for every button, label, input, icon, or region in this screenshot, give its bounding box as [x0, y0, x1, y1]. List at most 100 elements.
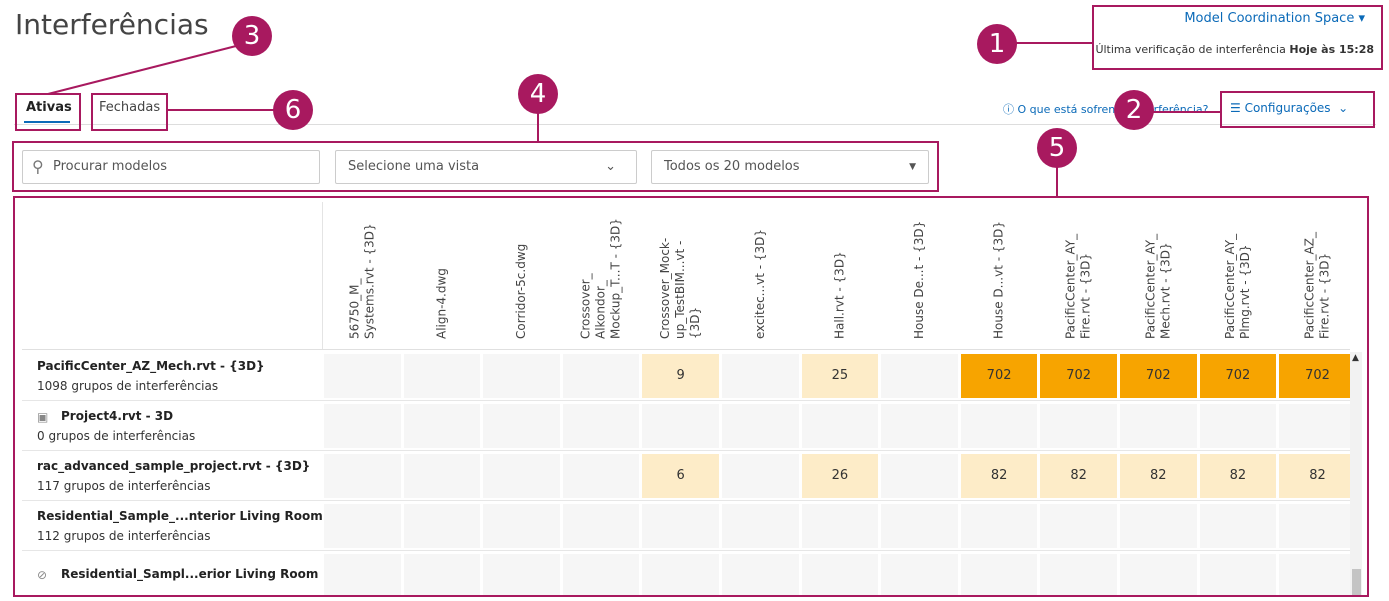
matrix-cell[interactable]: 25	[801, 354, 879, 398]
tab-underline	[24, 121, 70, 123]
last-check-time: Hoje às 15:28	[1289, 43, 1374, 56]
matrix-cell	[881, 504, 958, 548]
matrix-cell	[722, 454, 799, 498]
row-rule	[22, 500, 1350, 501]
row-name: Project4.rvt - 3D	[61, 409, 174, 423]
column-headers: 56750_M_ Systems.rvt - {3D} Align-4.dwg Cor…	[347, 218, 1332, 339]
column-header: Align-4.dwg	[434, 268, 448, 339]
column-header: Fire.rvt - {3D}	[1318, 253, 1332, 339]
column-header: {3D}	[688, 307, 702, 339]
matrix-cell	[1040, 404, 1117, 448]
column-header: Systems.rvt - {3D}	[362, 223, 376, 339]
matrix-cell	[801, 404, 879, 448]
matrix-table: 56750_M_ Systems.rvt - {3D} Align-4.dwg Cor…	[14, 197, 1369, 597]
matrix-cell	[1199, 404, 1277, 448]
page-title: Interferências	[15, 8, 209, 41]
help-text: O que está sofrendo interferência?	[1017, 103, 1209, 116]
column-header: PacificCenter_AY_	[1064, 233, 1078, 339]
callout-box	[12, 141, 939, 192]
tab-rule	[14, 124, 1376, 125]
space-selector[interactable]: Model Coordination Space ▾	[1184, 11, 1365, 26]
matrix-cell	[642, 504, 719, 548]
matrix-cell	[1279, 404, 1356, 448]
matrix-cell	[562, 354, 640, 398]
matrix-cell	[483, 504, 560, 548]
callout-box	[1092, 5, 1383, 70]
matrix-cell	[483, 554, 560, 597]
column-header: Corridor-5c.dwg	[514, 244, 528, 339]
matrix-cell[interactable]: 82	[1279, 454, 1356, 498]
matrix-cell	[1040, 504, 1117, 548]
callout: 2	[1114, 90, 1154, 130]
matrix-cell[interactable]: 702	[1120, 354, 1197, 398]
matrix-cell	[881, 354, 958, 398]
scroll-thumb	[1352, 569, 1361, 595]
matrix-cell	[1120, 404, 1197, 448]
matrix-cell	[403, 554, 481, 597]
matrix-cell	[483, 354, 560, 398]
matrix-cell[interactable]: 702	[960, 354, 1038, 398]
search-input[interactable]: ⚲ Procurar modelos	[22, 150, 320, 184]
matrix-cell[interactable]: 702	[1040, 354, 1117, 398]
header-rule	[22, 349, 1350, 350]
last-check: Última verificação de interferência Hoje…	[1095, 43, 1374, 56]
column-header: 56750_M_	[347, 277, 361, 339]
row-subtitle: 112 grupos de interferências	[37, 529, 211, 543]
matrix-cell[interactable]: 9	[642, 354, 719, 398]
row-subtitle: 1098 grupos de interferências	[37, 379, 219, 393]
row-subtitle: 117 grupos de interferências	[37, 479, 211, 493]
column-header: up_TestBIM...vt -	[673, 241, 687, 339]
models-select[interactable]: Todos os 20 modelos ▼	[651, 150, 929, 184]
callout: 4	[518, 74, 558, 114]
matrix-cell	[1279, 554, 1356, 597]
scroll-up: ▲	[1352, 353, 1359, 363]
row-name: Residential_Sampl...erior Living Room	[61, 567, 319, 581]
tab-active[interactable]: Ativas	[26, 100, 72, 115]
row-subtitle: 0 grupos de interferências	[37, 429, 196, 443]
matrix-cell[interactable]: 6	[642, 454, 719, 498]
matrix-cell[interactable]: 702	[1199, 354, 1277, 398]
column-header: PacificCenter_AZ_	[1303, 231, 1317, 339]
last-check-label: Última verificação de interferência	[1095, 43, 1286, 56]
matrix-cell	[324, 554, 401, 597]
matrix-cell	[403, 404, 481, 448]
matrix-cell	[801, 504, 879, 548]
matrix-cell	[960, 404, 1038, 448]
matrix-cell	[403, 504, 481, 548]
matrix-cell	[1120, 554, 1197, 597]
view-select[interactable]: Selecione uma vista ⌄	[335, 150, 637, 184]
matrix-cell[interactable]: 702	[1279, 354, 1356, 398]
scrollbar	[1350, 352, 1362, 597]
matrix-cell	[722, 504, 799, 548]
matrix-cell[interactable]: 82	[1120, 454, 1197, 498]
matrix-cell	[403, 454, 481, 498]
matrix-cell[interactable]: 82	[1040, 454, 1117, 498]
view-text: Selecione uma vista	[348, 159, 480, 174]
row-rule	[22, 450, 1350, 451]
matrix-cell[interactable]: 82	[1199, 454, 1277, 498]
matrix-cell[interactable]: 26	[801, 454, 879, 498]
header-left	[22, 202, 323, 350]
matrix-cell	[1120, 504, 1197, 548]
matrix-cell	[483, 404, 560, 448]
matrix-cell	[324, 404, 401, 448]
row-icon: ⊘	[37, 568, 48, 582]
matrix-cell	[722, 354, 799, 398]
matrix-cell	[642, 404, 719, 448]
help-link[interactable]: ⓘ O que está sofrendo interferência?	[1003, 103, 1209, 116]
matrix-cell	[562, 504, 640, 548]
matrix-cell	[801, 554, 879, 597]
settings-text: Configurações	[1244, 101, 1331, 115]
matrix-cell	[1199, 504, 1277, 548]
matrix-cell	[483, 454, 560, 498]
matrix-cell	[1279, 504, 1356, 548]
column-header: Hall.rvt - {3D}	[832, 251, 846, 339]
matrix-cell[interactable]: 82	[960, 454, 1038, 498]
column-header: PacificCenter_AY_	[1223, 233, 1237, 339]
settings-button[interactable]: ☰ Configurações ⌄	[1230, 101, 1349, 115]
column-header: Plmg.rvt - {3D}	[1238, 244, 1252, 339]
tab-closed[interactable]: Fechadas	[99, 100, 161, 115]
column-header: Crossover_Mock-	[658, 238, 672, 339]
space-name: Model Coordination Space	[1184, 11, 1355, 26]
